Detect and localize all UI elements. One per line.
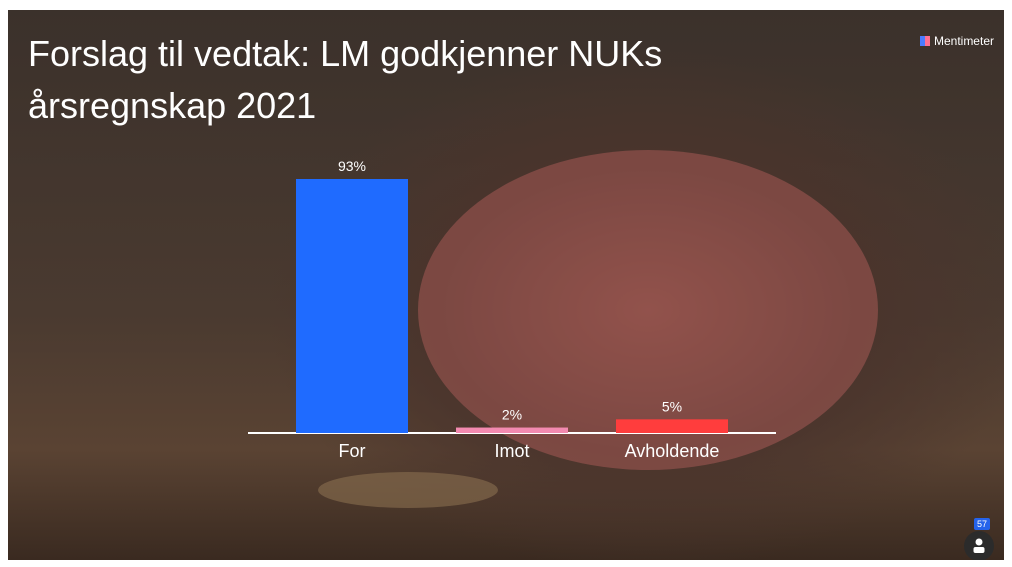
participant-count: 57 [974,518,990,530]
page: For 93% Imot 2% Avholdende 5% Forslag til ved… [0,0,1012,567]
bar [616,419,728,433]
slide: For 93% Imot 2% Avholdende 5% Forslag til ved… [8,10,1004,560]
brand: Mentimeter [920,34,994,48]
user-icon [964,531,994,560]
category-label: Imot [494,441,529,461]
value-label: 93% [338,158,366,174]
participant-icon [964,531,994,560]
value-label: 5% [662,398,682,414]
bar [296,179,408,433]
category-label: For [339,441,366,461]
background-coins [318,472,498,508]
category-label: Avholdende [625,441,720,461]
bar [456,428,568,433]
chart-title: Forslag til vedtak: LM godkjenner NUKs å… [28,28,788,132]
value-label: 2% [502,407,522,423]
